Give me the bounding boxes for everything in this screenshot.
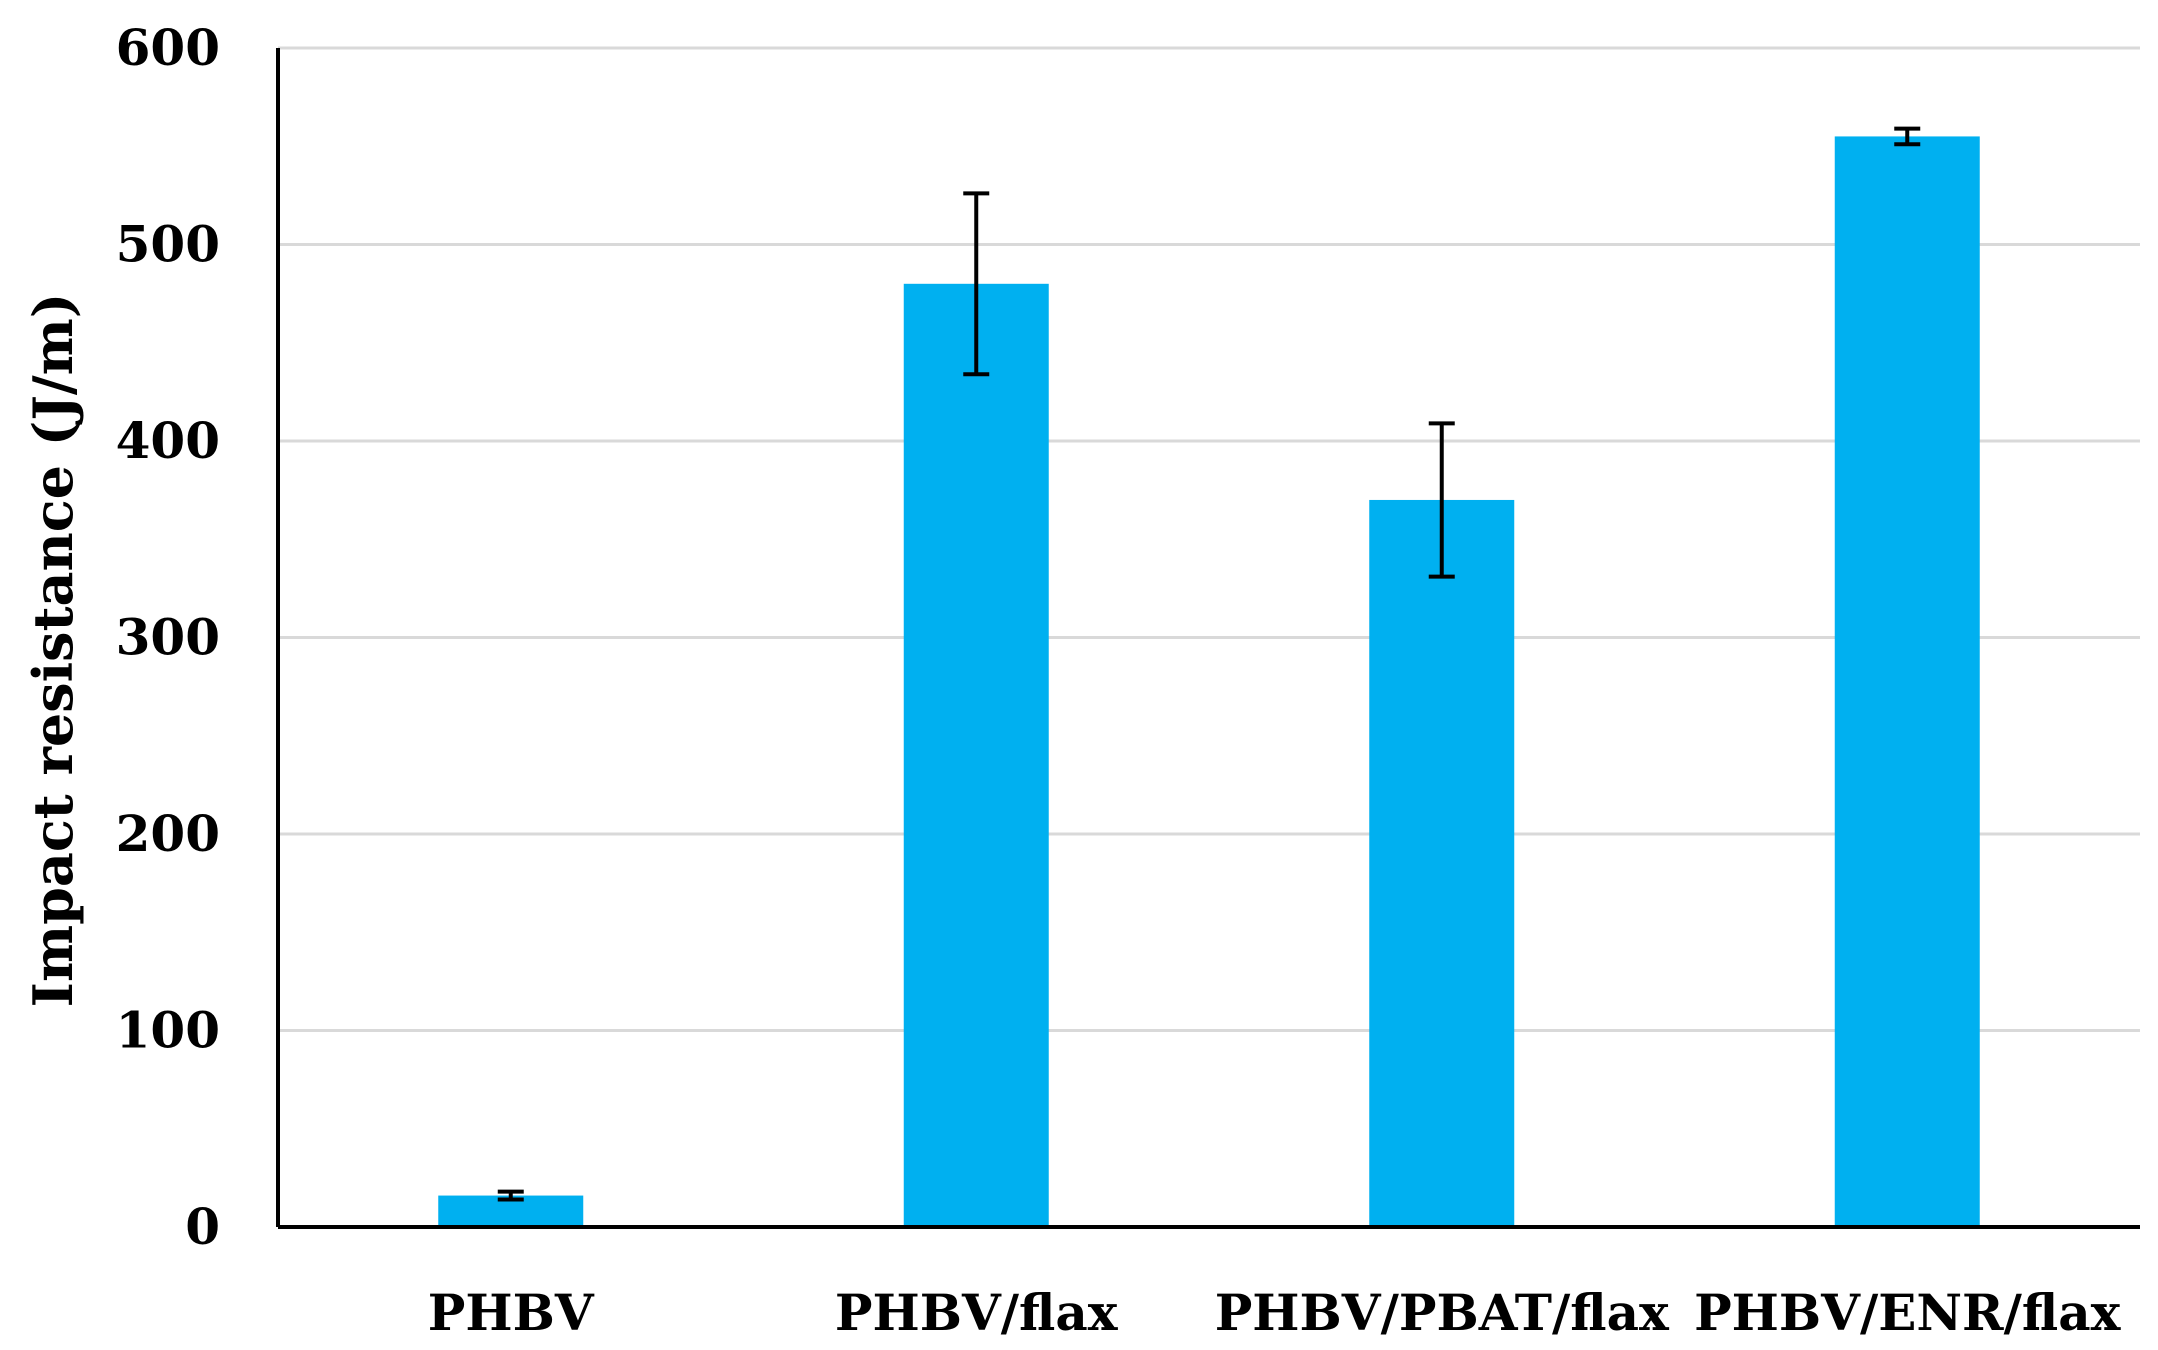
x-tick-labels: PHBV PHBV/flax PHBV/PBAT/flax PHBV/ENR/flax — [428, 1283, 2122, 1342]
bars — [438, 136, 1980, 1227]
x-tick-label-4: PHBV/ENR/flax — [1694, 1283, 2122, 1342]
x-tick-label-3: PHBV/PBAT/flax — [1215, 1283, 1670, 1342]
y-tick-label-100: 100 — [116, 1001, 220, 1060]
y-tick-labels: 0 100 200 300 400 500 600 — [116, 18, 220, 1256]
axes — [276, 48, 2140, 1229]
error-bars — [497, 126, 1921, 1202]
x-tick-label-1: PHBV — [428, 1283, 595, 1342]
y-tick-label-300: 300 — [116, 608, 220, 667]
y-tick-label-600: 600 — [116, 18, 220, 77]
y-axis-title: Impact resistance (J/m) — [21, 293, 85, 1008]
bar-2 — [903, 283, 1049, 1227]
y-tick-label-400: 400 — [116, 411, 220, 470]
bar-3 — [1369, 499, 1515, 1227]
gridlines — [278, 46, 2140, 1032]
bar-4 — [1834, 136, 1980, 1227]
y-tick-label-0: 0 — [185, 1197, 220, 1256]
y-tick-label-500: 500 — [116, 215, 220, 274]
x-tick-label-2: PHBV/flax — [835, 1283, 1119, 1342]
y-tick-label-200: 200 — [116, 804, 220, 863]
